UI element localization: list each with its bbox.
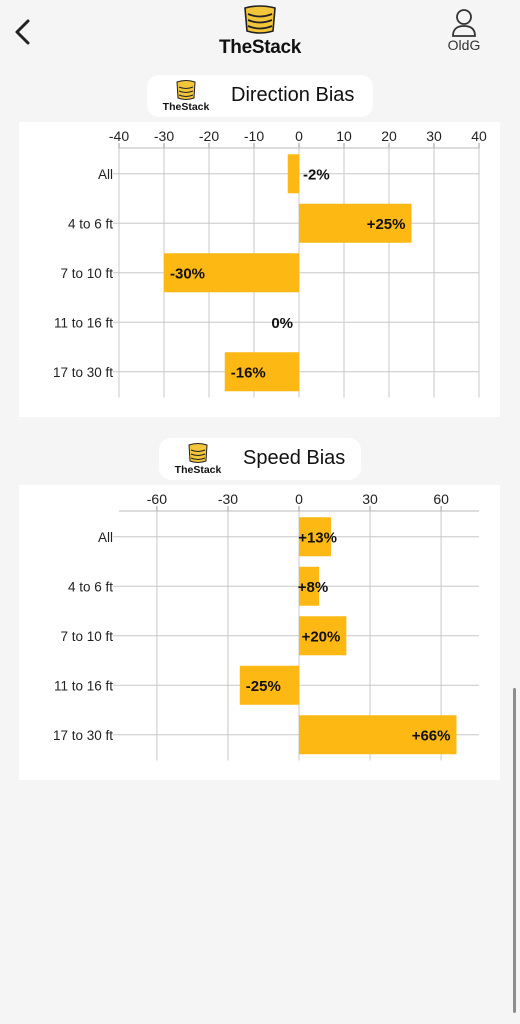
speed-category-label: All [98,530,113,545]
speed-tick-label: 30 [362,491,378,507]
speed-bar [299,616,347,656]
direction-tick-label: -40 [109,128,129,144]
mini-logo: TheStack [157,79,215,113]
direction-bias-chart: -40 -30 -20 -10 0 10 20 30 40 All -2% 4 to 6 ft +25%… [53,128,487,398]
direction-bar [224,352,299,392]
direction-category-label: 7 to 10 ft [60,266,113,281]
speed-bar [299,517,331,557]
speed-category-label: 7 to 10 ft [60,629,113,644]
speed-tick-label: 0 [295,491,303,507]
direction-bias-chart-card: -40 -30 -20 -10 0 10 20 30 40 All -2% 4 to 6 ft +25%… [19,122,500,417]
speed-bar [299,715,457,755]
direction-category-label: 4 to 6 ft [68,216,113,231]
direction-data-label: 0% [271,315,293,332]
speed-category-label: 17 to 30 ft [53,728,113,743]
speed-bias-title: Speed Bias [243,447,346,469]
user-profile-button[interactable]: OldG [440,8,488,58]
direction-category-label: 17 to 30 ft [53,365,113,380]
app-header: TheStack OldG [0,0,520,64]
direction-category-label: 11 to 16 ft [54,315,113,330]
stack-logo-icon [244,5,276,34]
direction-category-label: All [98,167,113,182]
speed-tick-label: 60 [433,491,449,507]
direction-tick-label: 40 [471,128,487,144]
scrollbar[interactable] [513,688,516,1013]
app-title: TheStack [218,37,302,58]
direction-bar [299,203,412,243]
direction-data-label: -2% [303,166,330,183]
speed-bias-heading: TheStack Speed Bias [159,438,361,480]
direction-tick-label: 30 [426,128,442,144]
stack-logo-icon [188,443,208,463]
direction-bias-heading: TheStack Direction Bias [147,75,373,117]
direction-bar [164,253,299,293]
direction-tick-label: 0 [295,128,303,144]
speed-bias-chart-card: -60 -30 0 30 60 All +13% 4 to 6 ft +8% 7 to 10 ft… [19,485,500,780]
speed-category-label: 4 to 6 ft [68,579,113,594]
chevron-left-icon [15,19,30,45]
user-icon [452,9,476,37]
direction-data-label: +25% [367,216,406,233]
speed-tick-label: -60 [147,491,167,507]
back-button[interactable] [10,14,38,50]
direction-tick-label: -30 [154,128,174,144]
mini-logo: TheStack [169,442,227,476]
mini-logo-text: TheStack [162,101,210,113]
stack-logo-icon [176,80,196,100]
speed-bias-chart: -60 -30 0 30 60 All +13% 4 to 6 ft +8% 7 to 10 ft… [53,491,479,761]
direction-data-label: -30% [170,265,205,282]
direction-tick-label: -10 [244,128,264,144]
speed-data-label: +20% [302,628,341,645]
direction-tick-label: -20 [199,128,219,144]
direction-bar [287,154,299,194]
speed-data-label: +8% [298,579,328,596]
speed-category-label: 11 to 16 ft [54,678,113,693]
direction-tick-label: 20 [381,128,397,144]
direction-data-label: -16% [231,364,266,381]
direction-tick-label: 10 [336,128,352,144]
user-name: OldG [447,37,481,53]
speed-data-label: -25% [246,678,281,695]
speed-data-label: +66% [412,727,451,744]
direction-bias-title: Direction Bias [231,84,355,106]
speed-data-label: +13% [298,529,337,546]
speed-bar [299,566,320,606]
app-logo: TheStack [200,4,320,60]
mini-logo-text: TheStack [174,464,222,476]
speed-tick-label: -30 [218,491,238,507]
speed-bar [239,665,299,705]
